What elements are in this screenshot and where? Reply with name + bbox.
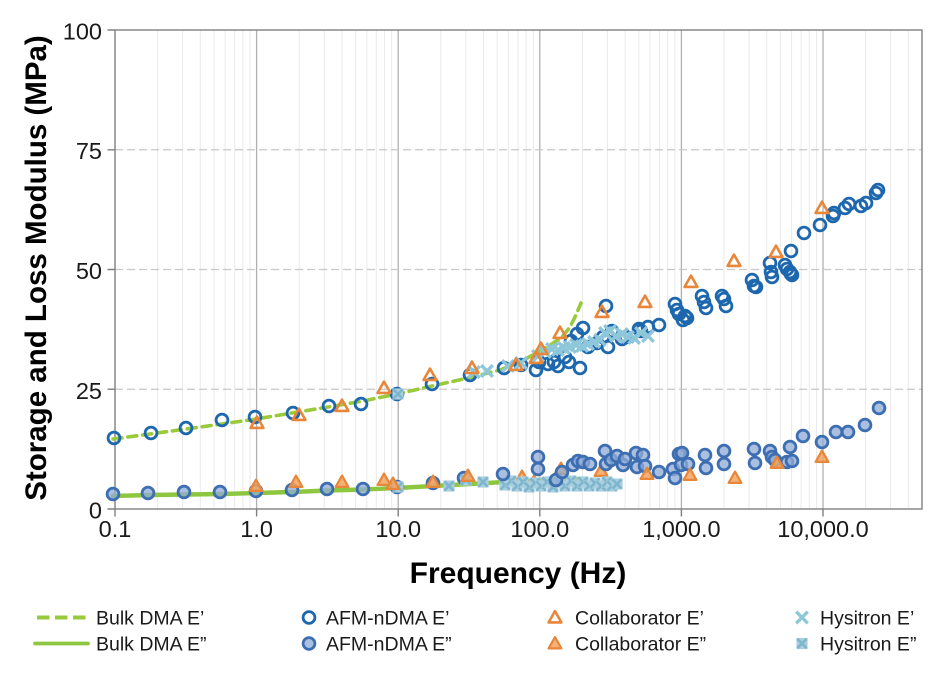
svg-text:100: 100	[63, 19, 102, 45]
svg-text:AFM-nDMA E’: AFM-nDMA E’	[326, 608, 450, 630]
svg-text:Bulk DMA E”: Bulk DMA E”	[96, 634, 207, 656]
svg-text:AFM-nDMA E”: AFM-nDMA E”	[326, 634, 452, 656]
svg-text:75: 75	[76, 138, 102, 164]
svg-text:Hysitron E’: Hysitron E’	[820, 608, 914, 630]
svg-text:Hysitron E”: Hysitron E”	[820, 634, 916, 656]
svg-text:Frequency (Hz): Frequency (Hz)	[410, 557, 627, 590]
svg-text:10,000.0: 10,000.0	[777, 516, 868, 542]
svg-text:50: 50	[76, 258, 102, 284]
svg-text:Bulk DMA E’: Bulk DMA E’	[96, 608, 204, 630]
svg-text:0: 0	[89, 498, 102, 524]
svg-text:100.0: 100.0	[510, 516, 569, 542]
svg-text:10.0: 10.0	[375, 516, 421, 542]
svg-text:Storage and Loss Modulus (MPa): Storage and Loss Modulus (MPa)	[20, 35, 53, 500]
svg-text:1,000.0: 1,000.0	[642, 516, 720, 542]
svg-text:Collaborator E’: Collaborator E’	[575, 608, 704, 630]
svg-text:Collaborator E”: Collaborator E”	[575, 634, 706, 656]
svg-text:1.0: 1.0	[240, 516, 273, 542]
svg-text:25: 25	[76, 378, 102, 404]
svg-text:0.1: 0.1	[99, 516, 132, 542]
